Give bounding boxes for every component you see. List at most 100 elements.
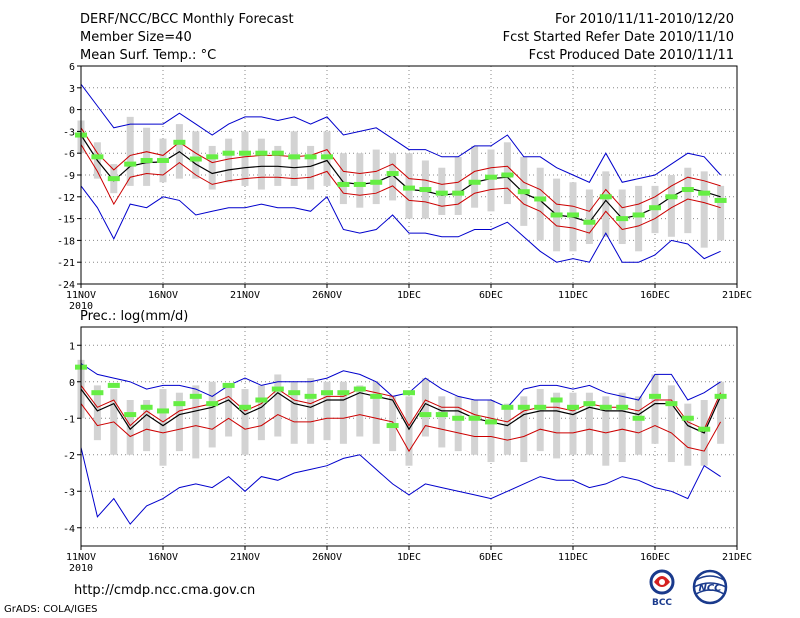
precipitation-xtick-label: 11NOV [66, 552, 96, 563]
temperature-mean-line [80, 134, 721, 223]
temperature-median-marker [452, 190, 465, 196]
precipitation-spread-box [667, 385, 675, 463]
precipitation-xtick-label: 16DEC [640, 552, 670, 563]
precipitation-median-marker [517, 404, 530, 410]
precipitation-spread-box [372, 381, 380, 444]
temperature-median-marker [288, 154, 301, 160]
temperature-spread-box [487, 149, 495, 212]
temperature-ytick-label: 6 [69, 62, 75, 73]
temperature-median-marker [616, 216, 629, 222]
source-url[interactable]: http://cmdp.ncc.cma.gov.cn [74, 583, 256, 598]
precipitation-median-marker [321, 390, 333, 396]
temperature-median-marker [107, 176, 120, 182]
temperature-spread-box [225, 138, 233, 183]
temperature-ytick-label: -3 [63, 127, 75, 138]
precipitation-median-marker [271, 386, 284, 392]
temperature-median-marker [337, 181, 350, 187]
precipitation-median-marker [550, 397, 563, 403]
precipitation-spread-box [241, 389, 249, 455]
temperature-spread-box [143, 127, 151, 186]
temperature-median-marker [189, 156, 202, 162]
precipitation-median-marker [255, 397, 268, 403]
precipitation-ytick-label: 0 [69, 378, 75, 389]
temperature-median-marker [550, 212, 563, 218]
precipitation-median-marker [157, 408, 169, 414]
precipitation-median-marker [698, 426, 711, 432]
precipitation-median-marker [91, 390, 104, 396]
temperature-median-marker [91, 154, 104, 160]
precip-panel-title: Prec.: log(mm/d) [80, 309, 189, 324]
temperature-median-marker [419, 187, 432, 193]
precipitation-spread-box [175, 392, 183, 452]
temperature-spread-box [339, 153, 347, 205]
precipitation-xtick-label: 26NOV [312, 552, 342, 563]
precipitation-median-marker [435, 412, 448, 418]
fcst-started-date: Fcst Started Refer Date 2010/11/10 [502, 30, 734, 45]
fcst-produced-date: Fcst Produced Date 2010/11/11 [528, 48, 734, 63]
precipitation-spread-box [126, 400, 134, 455]
precipitation-median-marker [222, 382, 235, 388]
temperature-xtick-label: 21NOV [230, 290, 260, 301]
temperature-median-marker [567, 212, 579, 218]
temperature-median-marker [173, 139, 186, 145]
temperature-median-marker [517, 189, 530, 195]
precipitation-median-marker [173, 401, 186, 407]
temperature-xtick-label: 21DEC [722, 290, 752, 301]
precipitation-median-marker [403, 390, 415, 396]
precipitation-xtick-label: 16NOV [148, 552, 178, 563]
precipitation-spread-box [93, 385, 101, 441]
temperature-spread-box [635, 185, 643, 252]
temperature-spread-box [241, 131, 249, 186]
precipitation-std-lower-line [80, 403, 722, 453]
temperature-spread-box [536, 167, 544, 241]
temperature-ytick-label: -9 [63, 171, 75, 182]
precipitation-spread-box [536, 389, 544, 452]
precipitation-median-marker [239, 404, 251, 410]
precipitation-spread-box [323, 381, 331, 441]
precipitation-xtick-label: 6DEC [479, 552, 503, 563]
temperature-median-marker [681, 187, 694, 193]
precipitation-spread-box [307, 378, 315, 444]
precipitation-spread-box [651, 374, 659, 444]
temperature-median-marker [583, 219, 596, 225]
precipitation-median-marker [304, 393, 317, 399]
temperature-median-marker [665, 194, 678, 200]
temperature-ytick-label: -12 [57, 193, 75, 204]
precipitation-median-marker [616, 404, 629, 410]
precipitation-spread-box [405, 396, 413, 466]
precipitation-spread-box [503, 403, 511, 455]
precipitation-spread-box [421, 378, 429, 437]
temperature-spread-box [257, 138, 265, 190]
temperature-median-marker [698, 190, 711, 196]
temperature-spread-box [700, 171, 708, 248]
ncc-logo-text: NCC [698, 583, 722, 594]
temperature-xtick-label: 1DEC [397, 290, 421, 301]
temperature-ytick-label: -24 [57, 280, 75, 291]
temperature-median-marker [124, 161, 137, 167]
precipitation-spread-box [339, 381, 347, 444]
variable-label: Mean Surf. Temp.: °C [80, 48, 217, 63]
precipitation-spread-box [225, 385, 233, 437]
temperature-median-marker [206, 154, 219, 160]
precipitation-median-marker [583, 401, 596, 407]
temperature-spread-box [717, 185, 725, 241]
precipitation-median-marker [665, 401, 678, 407]
precipitation-median-marker [353, 386, 366, 392]
precipitation-spread-box [143, 400, 151, 452]
precipitation-spread-box [257, 385, 265, 441]
precipitation-spread-box [602, 396, 610, 466]
bcc-logo-text: BCC [652, 598, 672, 608]
precipitation-median-marker [649, 393, 661, 399]
temperature-spread-box [454, 156, 462, 215]
precipitation-spread-box [290, 381, 298, 444]
temperature-median-marker [403, 185, 415, 191]
precipitation-ytick-label: 1 [69, 341, 75, 352]
precipitation-median-marker [206, 401, 219, 407]
precipitation-spread-box [635, 396, 643, 455]
precipitation-spread-box [454, 396, 462, 452]
temperature-std-upper-line [80, 127, 721, 212]
temperature-median-marker [304, 154, 317, 160]
temperature-xtick-label: 26NOV [312, 290, 342, 301]
